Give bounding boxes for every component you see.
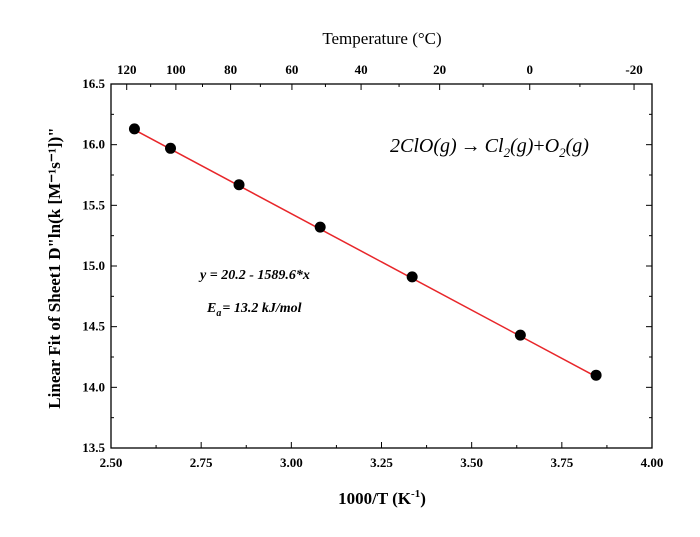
activation-energy-value: = 13.2 kJ/mol (222, 301, 301, 316)
top-tick-label: 20 (433, 62, 446, 77)
data-point (233, 179, 245, 191)
x-tick-label: 3.00 (280, 455, 303, 470)
top-tick-label: 120 (117, 62, 137, 77)
fit-equation: y = 20.2 - 1589.6*x (198, 268, 310, 283)
reaction-reactant: 2ClO(g) (390, 135, 457, 157)
x-axis-title: 1000/T (K-1) (338, 488, 426, 508)
top-tick-label: 0 (526, 62, 533, 77)
x-tick-label: 2.50 (100, 455, 123, 470)
data-point (514, 329, 526, 341)
x-axis-unit-exp: -1 (411, 488, 420, 500)
data-point (590, 369, 602, 381)
fit-line (134, 129, 597, 378)
reaction-product1-state: (g) (510, 135, 534, 157)
activation-energy: Ea= 13.2 kJ/mol (206, 301, 302, 319)
top-tick-label: 60 (285, 62, 298, 77)
x-axis-unit: K (398, 489, 412, 508)
y-tick-label: 16.0 (82, 137, 105, 152)
x-axis-title-text: 1000/T (338, 489, 389, 508)
y-tick-label: 14.0 (82, 379, 105, 394)
reaction-product2: O (545, 135, 559, 157)
data-point (314, 221, 326, 233)
top-tick-label: 40 (355, 62, 368, 77)
reaction-plus: + (533, 135, 544, 157)
reaction-product2-state: (g) (566, 135, 590, 157)
data-point (165, 142, 177, 154)
y-tick-label: 14.5 (82, 319, 105, 334)
y-axis-title: Linear Fit of Sheet1 D"ln(k [M⁻¹s⁻¹])" (45, 127, 64, 408)
top-tick-label: -20 (625, 62, 642, 77)
reaction-equation: 2ClO(g) → Cl2(g)+O2(g) (390, 135, 589, 160)
reaction-product1-sub: 2 (504, 145, 511, 160)
x-tick-label: 3.75 (550, 455, 573, 470)
reaction-product1: Cl (485, 135, 504, 157)
data-point (128, 123, 140, 135)
y-tick-label: 15.0 (82, 258, 105, 273)
y-tick-label: 13.5 (82, 440, 105, 455)
y-tick-label: 15.5 (82, 197, 105, 212)
x-tick-label: 2.75 (190, 455, 213, 470)
x-tick-label: 3.25 (370, 455, 393, 470)
reaction-arrow: → (461, 135, 481, 157)
data-point (406, 271, 418, 283)
top-tick-label: 80 (224, 62, 237, 77)
top-axis-title: Temperature (°C) (322, 29, 441, 48)
x-tick-label: 4.00 (641, 455, 664, 470)
activation-energy-sub: a (216, 308, 221, 319)
reaction-product2-sub: 2 (559, 145, 566, 160)
activation-energy-symbol: E (206, 301, 216, 316)
top-tick-label: 100 (166, 62, 186, 77)
y-tick-label: 16.5 (82, 76, 105, 91)
x-tick-label: 3.50 (460, 455, 483, 470)
